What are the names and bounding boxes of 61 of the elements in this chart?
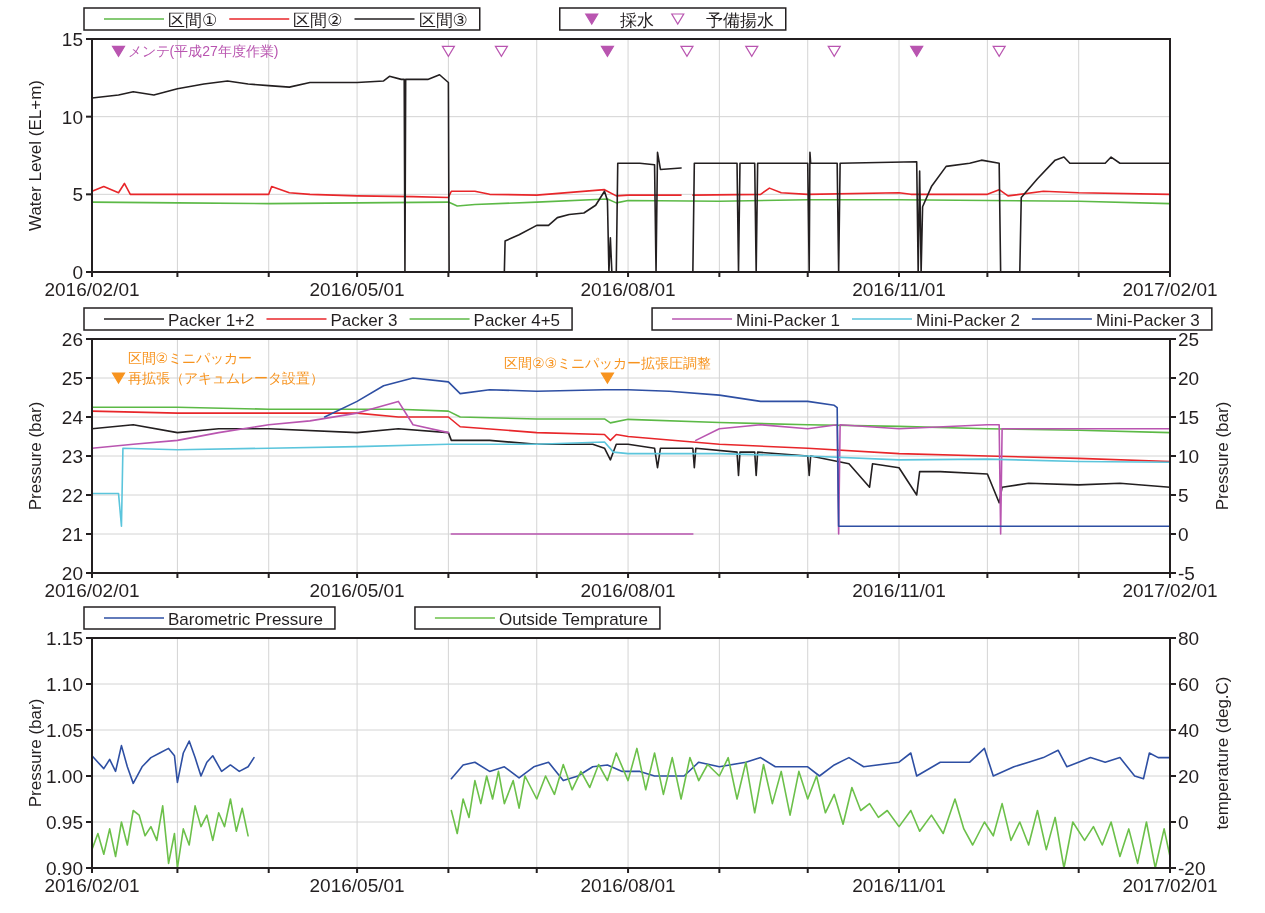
legend-label: Mini-Packer 2	[915, 311, 1020, 330]
x-tick-label: 2016/08/01	[580, 279, 676, 300]
y2-tick-label: 20	[1178, 368, 1200, 389]
x-tick-label: 2016/11/01	[852, 279, 946, 300]
y-axis-title: Pressure (bar)	[26, 698, 45, 808]
legend-label: Packer 1+2	[168, 311, 255, 330]
y2-tick-label: 10	[1178, 446, 1200, 467]
line-series	[91, 441, 1171, 527]
y2-tick-label: 0	[1178, 812, 1189, 833]
legend-label: Mini-Packer 3	[1095, 311, 1200, 330]
line-series	[91, 198, 1171, 207]
x-tick-label: 2016/05/01	[309, 279, 405, 300]
y-tick-label: 5	[72, 184, 83, 206]
legend-label: 採水	[619, 11, 654, 30]
line-series	[91, 406, 1171, 434]
y-tick-label: 0.95	[46, 812, 83, 833]
y-tick-label: 21	[61, 524, 83, 545]
annotation: 区間②③ミニパッカー拡張圧調整	[503, 355, 711, 371]
y2-tick-label: 60	[1178, 674, 1200, 695]
y-tick-label: 1.05	[46, 720, 83, 741]
y-tick-label: 15	[61, 29, 83, 50]
legend-label: 区間②	[293, 11, 343, 30]
y2-tick-label: 5	[1178, 485, 1189, 506]
x-tick-label: 2016/08/01	[580, 580, 676, 601]
legend-label: Outside Temprature	[498, 610, 648, 629]
y2-tick-label: 20	[1178, 766, 1200, 787]
y2-tick-label: 0	[1178, 524, 1189, 545]
legend-label: Packer 3	[330, 311, 398, 330]
y-tick-label: 23	[61, 446, 83, 467]
legend-label: Mini-Packer 1	[736, 311, 840, 330]
x-tick-label: 2016/05/01	[309, 580, 405, 601]
y2-tick-label: 80	[1178, 628, 1200, 649]
x-tick-label: 2016/11/01	[852, 580, 946, 601]
y-axis-title: Pressure (bar)	[26, 401, 45, 511]
x-tick-label: 2016/05/01	[309, 875, 405, 896]
legend-label: 予備揚水	[705, 11, 774, 30]
x-tick-label: 2016/08/01	[580, 875, 676, 896]
legend-label: Barometric Pressure	[168, 610, 323, 629]
y2-tick-label: 15	[1178, 407, 1200, 428]
y2-axis-title: temperature (deg.C)	[1213, 676, 1232, 830]
y-tick-label: 22	[61, 485, 83, 506]
y-tick-label: 10	[61, 106, 83, 128]
annotation: 再拡張（アキュムレータ設置）	[127, 370, 324, 386]
y-axis-title: Water Level (EL+m)	[26, 80, 45, 231]
annotation: 区間②ミニパッカー	[127, 350, 253, 366]
legend-label: Packer 4+5	[473, 311, 561, 330]
annotation: メンテ(平成27年度作業)	[127, 43, 279, 60]
y-tick-label: 1.00	[46, 766, 83, 787]
legend-label: 区間①	[168, 11, 218, 30]
y-tick-label: 26	[61, 329, 83, 350]
y-tick-label: 24	[61, 407, 84, 428]
y-tick-label: 25	[61, 368, 83, 389]
y2-tick-label: 40	[1178, 720, 1200, 741]
legend-label: 区間③	[418, 11, 468, 30]
y2-tick-label: 25	[1178, 329, 1200, 350]
y-tick-label: 1.10	[46, 674, 83, 695]
x-tick-label: 2017/02/01	[1122, 279, 1218, 300]
y2-axis-title: Pressure (bar)	[1213, 401, 1232, 511]
x-tick-label: 2016/11/01	[852, 875, 946, 896]
y-tick-label: 1.15	[46, 628, 83, 649]
line-series	[323, 377, 1171, 527]
